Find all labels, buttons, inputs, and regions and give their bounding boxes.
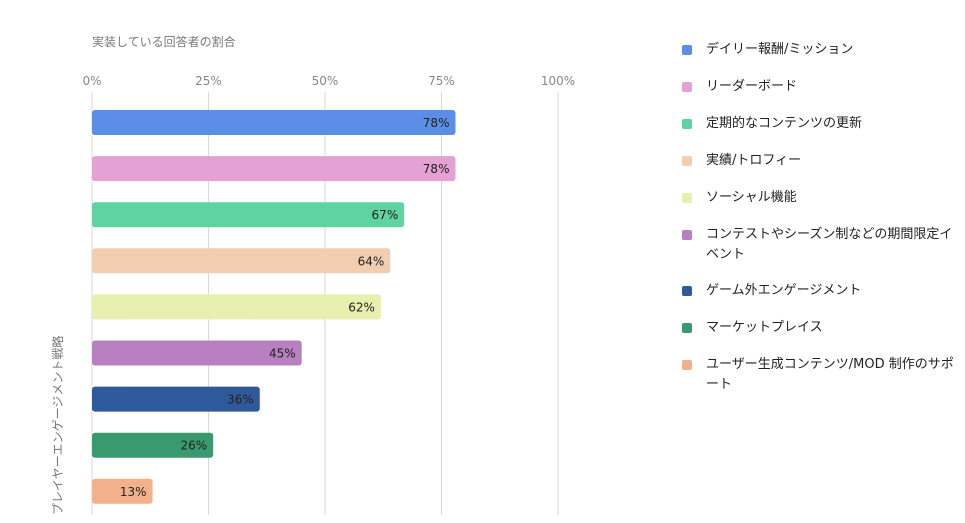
legend-label: ゲーム外エンゲージメント <box>706 283 862 298</box>
bar-value-label: 78% <box>423 162 450 176</box>
legend-swatch <box>682 323 692 333</box>
legend-item: ソーシャル機能 <box>682 188 956 208</box>
legend-item: ゲーム外エンゲージメント <box>682 281 956 301</box>
legend-swatch <box>682 119 692 129</box>
legend-label: ソーシャル機能 <box>706 190 797 205</box>
legend-item: デイリー報酬/ミッション <box>682 40 956 60</box>
bar-value-label: 67% <box>372 208 399 222</box>
bar <box>92 248 391 274</box>
bar <box>92 386 260 412</box>
legend-item: 実績/トロフィー <box>682 151 956 171</box>
bar <box>92 156 456 182</box>
legend-item: マーケットプレイス <box>682 318 956 338</box>
legend-item: リーダーボード <box>682 77 956 97</box>
legend-label: 定期的なコンテンツの更新 <box>706 116 863 131</box>
legend-label: リーダーボード <box>706 79 798 94</box>
x-tick-label: 25% <box>195 74 222 88</box>
bar-value-label: 36% <box>227 393 254 407</box>
bar <box>92 432 214 458</box>
legend-swatch <box>682 230 692 240</box>
bar-value-label: 26% <box>180 439 207 453</box>
x-axis-title: 実装している回答者の割合 <box>92 34 236 49</box>
legend-item: コンテストやシーズン制などの期間限定イベント <box>682 225 956 265</box>
bar <box>92 110 456 135</box>
legend-item: 定期的なコンテンツの更新 <box>682 114 956 134</box>
bar-value-label: 45% <box>269 347 296 361</box>
bar <box>92 202 405 228</box>
legend-swatch <box>682 156 692 166</box>
bar-value-label: 13% <box>120 485 147 499</box>
legend-swatch <box>682 193 692 203</box>
legend-item: ユーザー生成コンテンツ/MOD 制作のサポート <box>682 355 956 395</box>
legend-swatch <box>682 360 692 370</box>
bar <box>92 478 153 504</box>
legend-swatch <box>682 82 692 92</box>
legend-label: デイリー報酬/ミッション <box>706 42 854 57</box>
legend-label: 実績/トロフィー <box>706 153 802 168</box>
legend-label: マーケットプレイス <box>706 320 823 335</box>
x-tick-label: 50% <box>312 74 339 88</box>
legend-swatch <box>682 286 692 296</box>
x-tick-label: 100% <box>541 74 575 88</box>
y-axis-title: プレイヤーエンゲージメント戦略 <box>50 336 65 515</box>
bar-value-label: 78% <box>423 116 450 130</box>
bar <box>92 294 381 320</box>
x-tick-label: 0% <box>82 74 101 88</box>
legend-label: コンテストやシーズン制などの期間限定イベント <box>706 227 953 262</box>
bar <box>92 340 302 366</box>
x-tick-label: 75% <box>428 74 455 88</box>
bar-value-label: 62% <box>348 300 375 314</box>
legend-swatch <box>682 45 692 55</box>
legend-label: ユーザー生成コンテンツ/MOD 制作のサポート <box>706 357 954 392</box>
bar-value-label: 64% <box>358 254 385 268</box>
